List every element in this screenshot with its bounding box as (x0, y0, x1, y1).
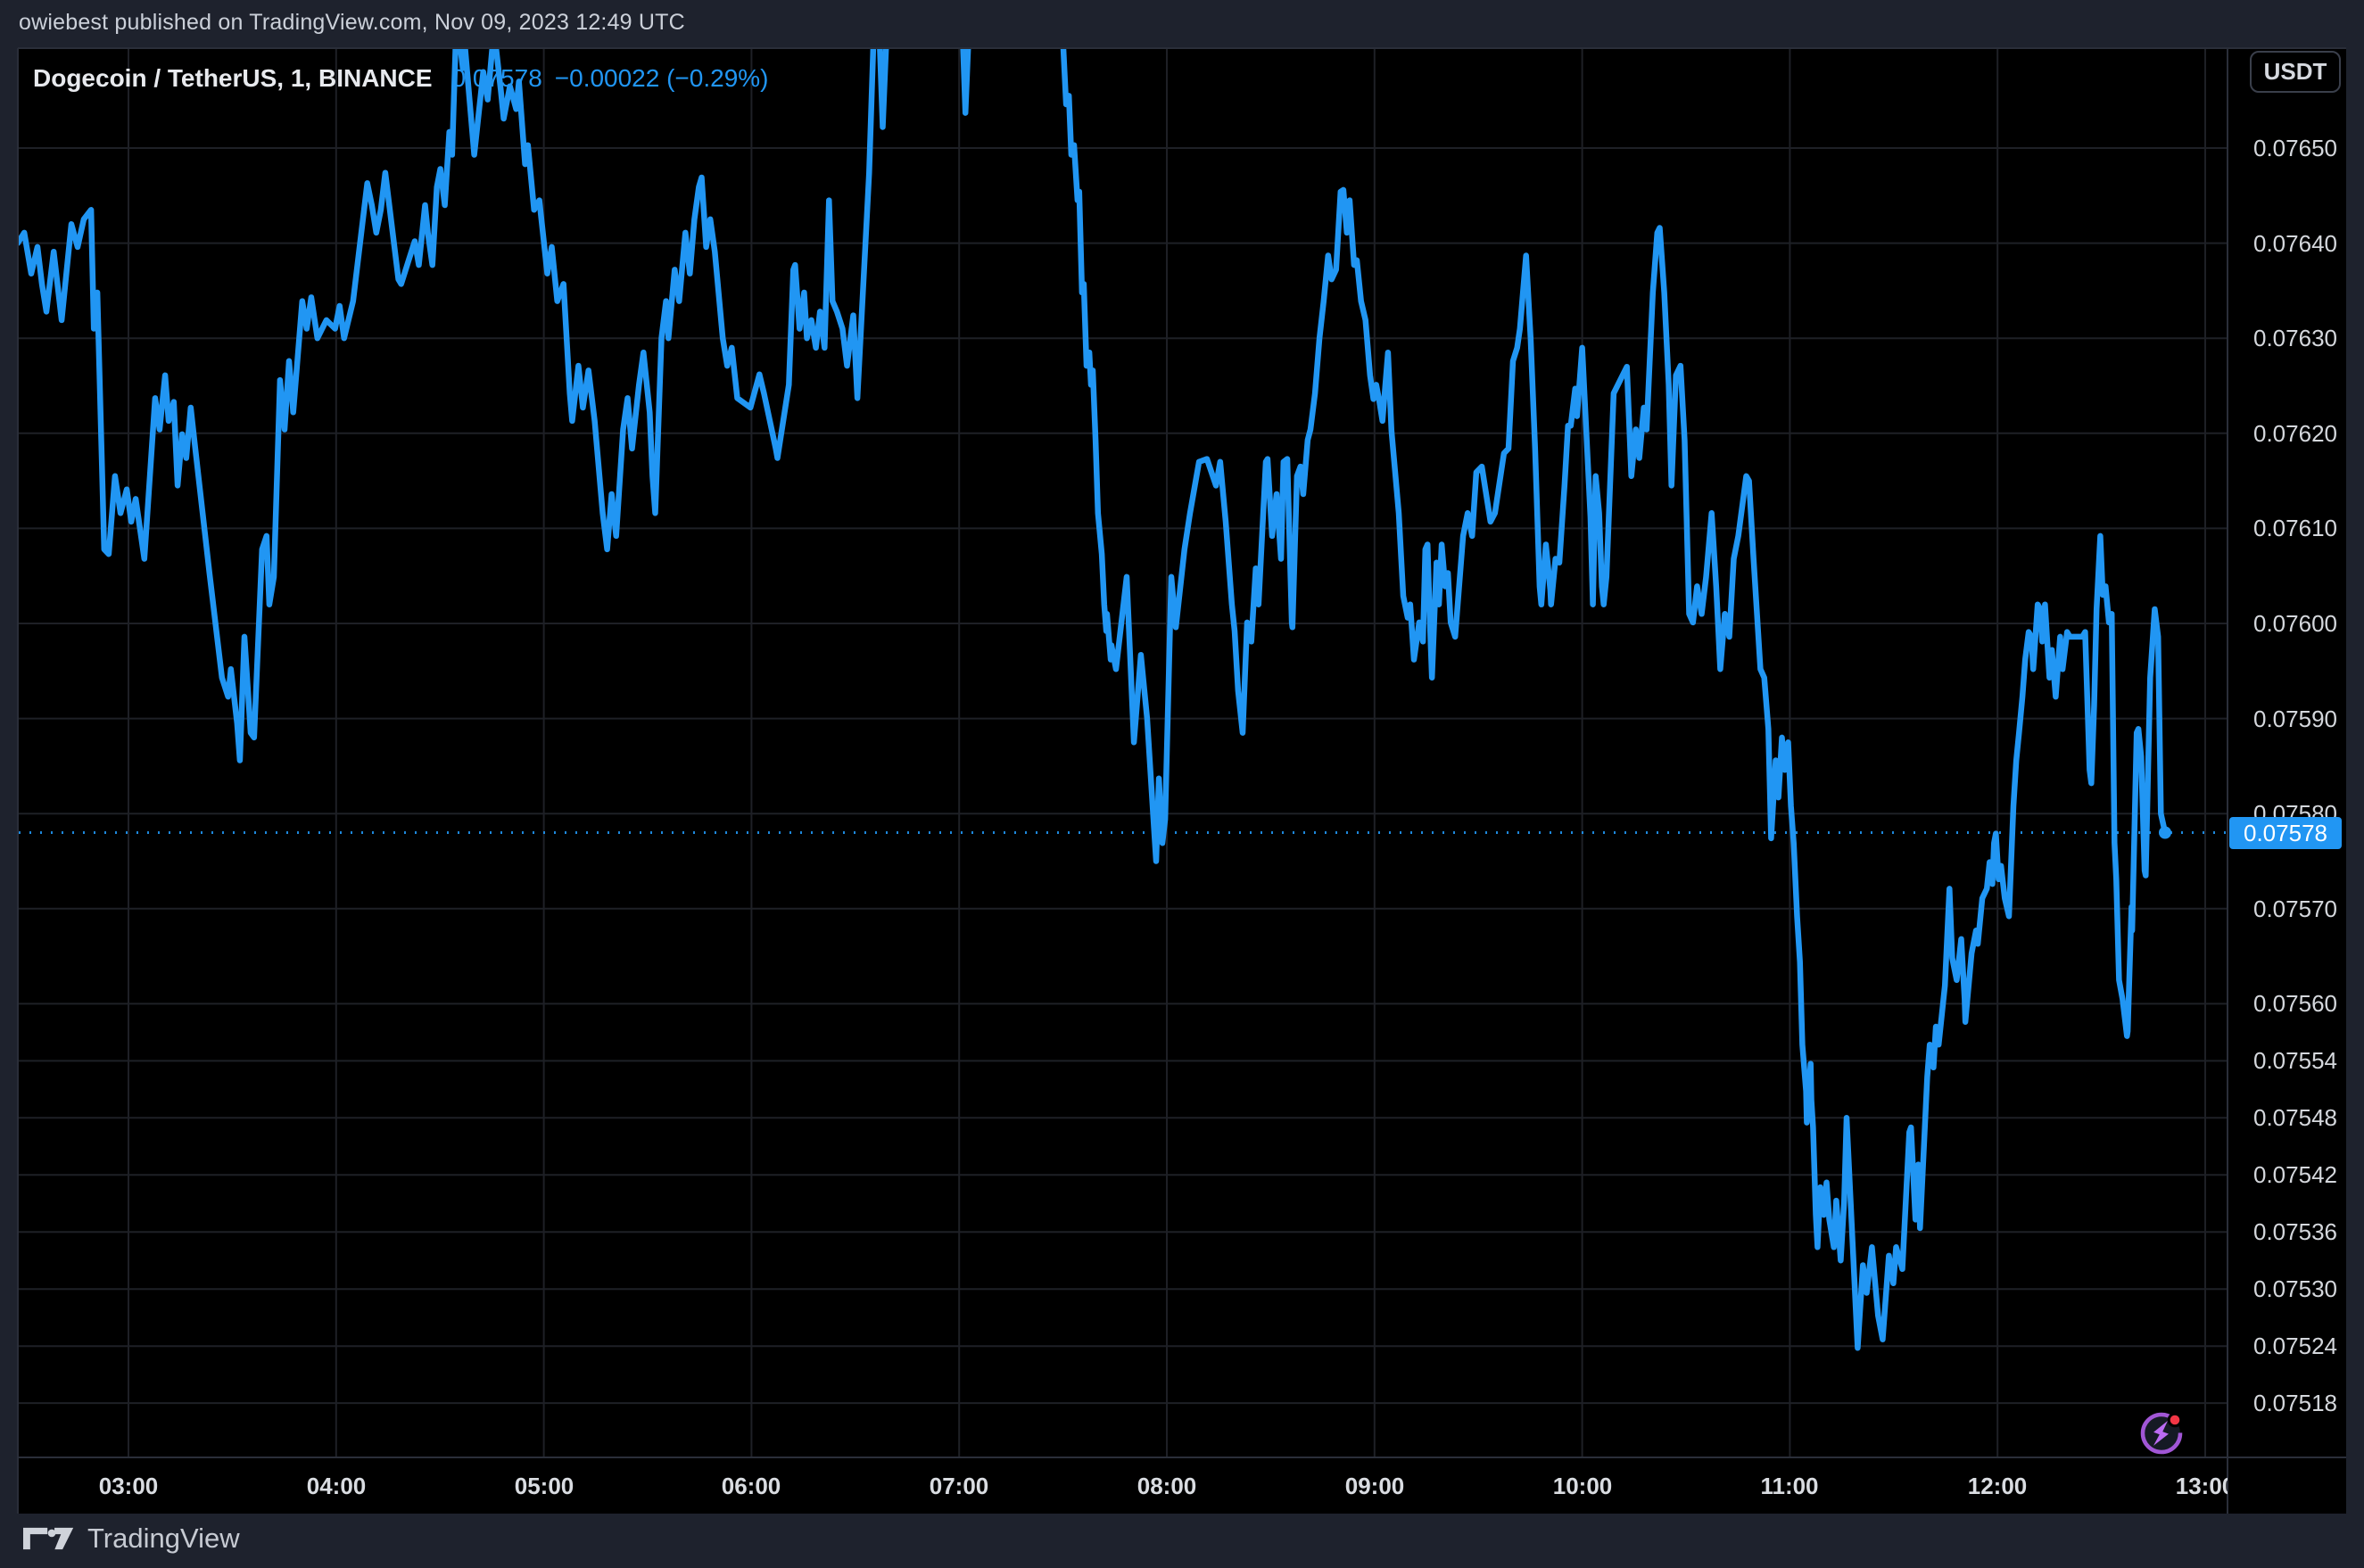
lightning-circle-icon (2140, 1412, 2183, 1455)
time-axis[interactable]: 03:00 04:00 05:00 06:00 07:00 08:00 09:00 10:00… (18, 1457, 2228, 1514)
brand-text[interactable]: TradingView (87, 1523, 240, 1554)
time-axis-label: 11:00 (1760, 1473, 1819, 1499)
price-axis-label: 0.07640 (2253, 230, 2337, 257)
time-axis-label: 04:00 (306, 1473, 367, 1499)
time-axis-label: 08:00 (1137, 1473, 1197, 1499)
price-axis-label: 0.07536 (2253, 1218, 2337, 1245)
time-axis-label: 07:00 (929, 1473, 989, 1499)
price-axis-label: 0.07548 (2253, 1104, 2337, 1131)
last-point-marker (2159, 826, 2171, 839)
price-axis[interactable]: 0.07650 0.07640 0.07630 0.07620 0.07610 0.076… (2228, 48, 2346, 1457)
symbol-legend[interactable]: Dogecoin / TetherUS, 1, BINANCE 0.07578 −0… (33, 64, 769, 93)
price-axis-label: 0.07524 (2253, 1333, 2337, 1359)
price-axis-label: 0.07542 (2253, 1161, 2337, 1188)
last-price-value: 0.07578 (451, 64, 542, 92)
price-axis-label: 0.07650 (2253, 135, 2337, 161)
price-axis-label: 0.07590 (2253, 706, 2337, 732)
price-axis-label: 0.07570 (2253, 895, 2337, 922)
time-axis-label: 05:00 (514, 1473, 574, 1499)
price-axis-label: 0.07630 (2253, 325, 2337, 351)
attribution-text: owiebest published on TradingView.com, N… (19, 10, 685, 35)
tradingview-logo-icon[interactable] (23, 1522, 75, 1556)
symbol-title[interactable]: Dogecoin / TetherUS, 1, BINANCE (33, 64, 433, 92)
price-change-value: −0.00022 (−0.29%) (554, 64, 769, 92)
time-axis-label: 10:00 (1552, 1473, 1613, 1499)
time-axis-label: 03:00 (98, 1473, 159, 1499)
price-axis-label: 0.07610 (2253, 515, 2337, 541)
price-axis-label: 0.07600 (2253, 610, 2337, 637)
current-price-badge: 0.07578 (2229, 817, 2342, 849)
attribution-bar: owiebest published on TradingView.com, N… (19, 10, 685, 36)
time-axis-label: 13:00 (2175, 1473, 2228, 1499)
price-axis-label: 0.07554 (2253, 1047, 2337, 1074)
footer-brand-bar: TradingView (23, 1518, 240, 1559)
time-axis-label: 09:00 (1344, 1473, 1405, 1499)
price-axis-label: 0.07620 (2253, 420, 2337, 447)
current-price-text: 0.07578 (2244, 819, 2327, 846)
currency-unit-button[interactable]: USDT (2250, 51, 2341, 93)
time-axis-label: 06:00 (721, 1473, 781, 1499)
price-axis-label: 0.07560 (2253, 990, 2337, 1017)
price-axis-label: 0.07518 (2253, 1390, 2337, 1416)
time-axis-label: 12:00 (1967, 1473, 2028, 1499)
price-line (19, 49, 2169, 1351)
price-axis-label: 0.07530 (2253, 1275, 2337, 1302)
